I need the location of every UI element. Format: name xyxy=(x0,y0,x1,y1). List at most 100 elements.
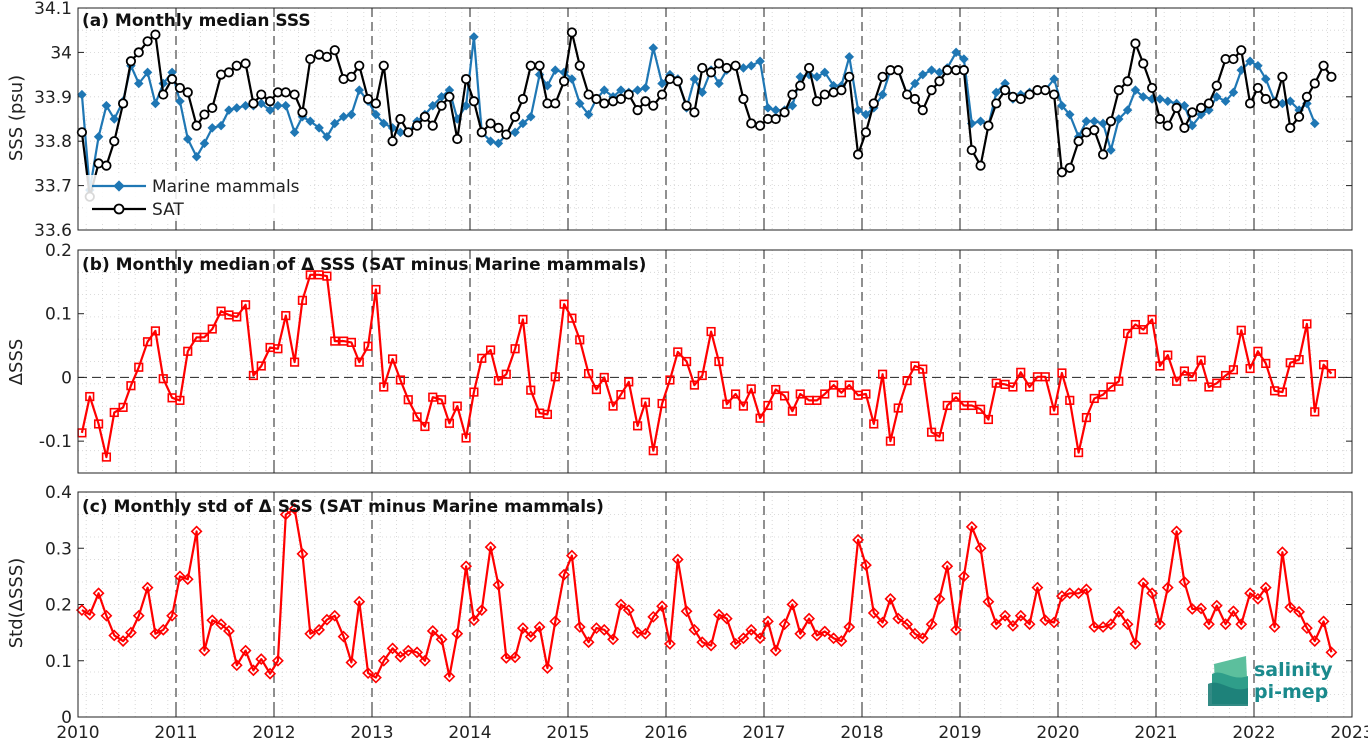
data-point xyxy=(175,96,185,107)
data-point xyxy=(206,614,219,627)
data-point xyxy=(150,29,161,40)
data-point xyxy=(1244,98,1256,109)
data-point xyxy=(281,311,291,321)
data-point xyxy=(755,56,765,67)
data-point xyxy=(853,105,863,115)
data-point xyxy=(754,632,767,645)
data-point xyxy=(1073,448,1084,458)
data-point xyxy=(460,73,472,85)
legend-label-sat: SAT xyxy=(152,200,184,220)
data-point xyxy=(779,107,790,118)
data-point xyxy=(387,136,398,147)
data-point xyxy=(386,642,399,655)
data-point xyxy=(901,89,913,100)
data-point xyxy=(1179,100,1190,111)
data-point xyxy=(812,72,822,82)
y-tick-label: 0.4 xyxy=(45,483,72,503)
data-point xyxy=(1048,616,1061,629)
data-point xyxy=(951,392,961,402)
data-point xyxy=(1040,372,1050,382)
data-point xyxy=(795,80,806,91)
data-point xyxy=(1057,100,1067,111)
data-point xyxy=(182,87,193,98)
data-point xyxy=(965,520,978,533)
data-point xyxy=(346,337,357,347)
data-point xyxy=(142,337,153,347)
logo-line2: pi-mep xyxy=(1254,681,1328,703)
data-point xyxy=(1088,621,1101,633)
data-point xyxy=(1211,80,1222,91)
data-point xyxy=(583,89,594,100)
data-point xyxy=(722,399,732,409)
data-point xyxy=(745,623,758,636)
data-point xyxy=(1245,56,1255,67)
data-point xyxy=(647,610,660,623)
data-point xyxy=(322,271,332,281)
data-point xyxy=(1228,53,1239,65)
data-point xyxy=(861,109,871,120)
data-point xyxy=(240,100,251,111)
y-tick-label: -0.1 xyxy=(39,432,72,452)
data-point xyxy=(688,623,701,636)
data-point xyxy=(232,312,242,322)
data-point xyxy=(582,636,595,649)
data-point xyxy=(738,401,749,411)
data-point xyxy=(746,60,757,71)
data-point xyxy=(264,667,277,680)
data-point xyxy=(1326,369,1337,379)
data-point xyxy=(1196,355,1206,365)
x-tick-label: 2010 xyxy=(56,723,99,743)
data-point xyxy=(222,625,235,637)
data-point xyxy=(983,414,994,425)
data-point xyxy=(1227,605,1240,618)
data-point xyxy=(377,654,390,667)
data-point xyxy=(1089,393,1099,404)
data-point xyxy=(583,369,594,379)
data-point xyxy=(157,623,170,636)
data-point xyxy=(402,644,415,657)
data-point xyxy=(1186,603,1199,615)
data-point xyxy=(959,54,969,64)
data-point xyxy=(452,133,463,145)
data-point xyxy=(975,116,986,126)
data-point xyxy=(1245,363,1255,374)
data-point xyxy=(706,326,716,337)
data-point xyxy=(83,608,96,621)
data-point xyxy=(1235,618,1248,631)
data-point xyxy=(100,609,113,622)
data-point xyxy=(166,609,179,622)
data-point xyxy=(549,615,562,628)
data-point xyxy=(443,670,456,683)
data-point xyxy=(1195,602,1208,615)
data-point xyxy=(1023,618,1036,631)
data-point xyxy=(118,402,128,412)
data-point xyxy=(313,623,326,636)
data-point xyxy=(378,118,389,129)
data-point xyxy=(289,89,300,100)
data-point xyxy=(288,502,301,515)
data-point xyxy=(1318,360,1329,370)
data-point xyxy=(761,615,774,628)
data-point xyxy=(916,632,929,645)
data-point xyxy=(966,144,977,156)
data-point xyxy=(574,60,585,71)
data-point xyxy=(681,356,692,367)
data-point xyxy=(207,102,218,114)
data-point xyxy=(1113,114,1124,124)
data-point xyxy=(1049,74,1059,84)
data-point xyxy=(925,618,938,631)
data-point xyxy=(329,118,340,129)
data-point xyxy=(305,53,316,65)
data-point xyxy=(394,650,407,663)
data-point xyxy=(1293,111,1305,122)
data-point xyxy=(1162,96,1173,107)
data-point xyxy=(1129,637,1142,650)
data-point xyxy=(509,651,522,664)
x-tick-label: 2019 xyxy=(938,723,981,743)
data-point xyxy=(412,412,422,422)
data-point xyxy=(648,100,659,111)
data-point xyxy=(926,65,937,75)
y-tick-label: 33.8 xyxy=(34,132,72,152)
y-tick-label: 0 xyxy=(61,368,72,388)
data-point xyxy=(452,401,462,411)
